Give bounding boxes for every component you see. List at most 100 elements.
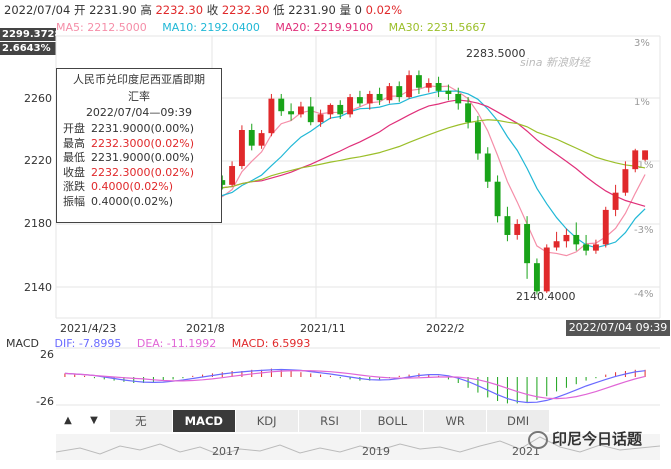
- candle-body[interactable]: [632, 150, 639, 170]
- candle-body[interactable]: [347, 97, 354, 115]
- tab-rsi[interactable]: RSI: [299, 410, 362, 432]
- candle-body[interactable]: [514, 224, 521, 235]
- tooltip-title-line2: 汇率: [128, 90, 150, 103]
- candle-body[interactable]: [494, 181, 501, 217]
- tab-macd[interactable]: MACD: [172, 410, 236, 432]
- high-label: 高: [140, 3, 152, 17]
- candle-body[interactable]: [622, 169, 629, 193]
- candle-body[interactable]: [219, 180, 226, 185]
- candle-body[interactable]: [504, 216, 511, 235]
- x-tick: 2022/2: [426, 322, 465, 335]
- candle-body[interactable]: [425, 83, 432, 88]
- candle-body[interactable]: [484, 153, 491, 182]
- candle-body[interactable]: [592, 244, 599, 251]
- candle-body[interactable]: [455, 93, 462, 104]
- candle-body[interactable]: [435, 83, 442, 91]
- volume-value: 0: [354, 3, 362, 17]
- candle-body[interactable]: [366, 93, 373, 104]
- dea-legend: DEA: -11.1992: [136, 337, 217, 350]
- y-tick: 2180: [24, 217, 52, 230]
- candle-body[interactable]: [415, 75, 422, 88]
- candle-body[interactable]: [327, 104, 334, 115]
- tooltip-label: 开盘: [63, 122, 85, 135]
- tooltip-label: 收盘: [63, 165, 85, 179]
- candle-body[interactable]: [288, 111, 295, 115]
- scroll-up-button[interactable]: ▲: [64, 415, 72, 426]
- dea-line: [64, 369, 646, 400]
- navigator-line: [55, 436, 661, 456]
- scroll-down-button[interactable]: ▼: [90, 415, 98, 426]
- candle-body[interactable]: [268, 98, 275, 134]
- dif-line: [64, 368, 646, 404]
- tab-kdj[interactable]: KDJ: [236, 410, 299, 432]
- low-annotation: 2140.4000: [516, 290, 576, 303]
- pct-tick: -3%: [634, 225, 654, 236]
- ma20-legend: MA20: 2219.9100: [275, 21, 374, 34]
- candle-body[interactable]: [524, 224, 531, 264]
- candle-body[interactable]: [248, 130, 255, 146]
- tooltip-value: 0.4000(0.02%): [91, 180, 174, 193]
- candle-body[interactable]: [543, 247, 550, 292]
- tooltip-title: 人民币兑印度尼西亚盾即期 汇率: [57, 69, 221, 105]
- candle-body[interactable]: [406, 75, 413, 98]
- candle-body[interactable]: [307, 106, 314, 123]
- macd-title: MACD: [6, 337, 39, 350]
- current-time-box: 2022/07/04 09:39: [566, 320, 670, 336]
- low-label: 低: [273, 3, 285, 17]
- ohlc-tooltip: 人民币兑印度尼西亚盾即期 汇率 2022/07/04—09:39 开盘 2231.…: [56, 68, 222, 223]
- ma30-legend: MA30: 2231.5667: [388, 21, 487, 34]
- candle-body[interactable]: [386, 86, 393, 101]
- tooltip-title-line1: 人民币兑印度尼西亚盾即期: [73, 73, 205, 86]
- tooltip-table: 开盘 2231.9000(0.00%) 最高 2232.3000(0.02%) 最低…: [63, 122, 194, 209]
- dif-legend: DIF: -7.8995: [54, 337, 122, 350]
- candle-body[interactable]: [376, 93, 383, 101]
- macd-tick: -26: [36, 395, 54, 408]
- pct-tick: 1%: [634, 97, 650, 108]
- navigator-year: 2019: [362, 445, 390, 458]
- tab-boll[interactable]: BOLL: [361, 410, 425, 432]
- quote-header: 2022/07/04 开 2231.90 高 2232.30 收 2232.30…: [4, 2, 402, 18]
- candle-body[interactable]: [356, 97, 363, 104]
- candle-body[interactable]: [612, 192, 619, 210]
- candle-body[interactable]: [317, 114, 324, 123]
- x-tick: 2021/4/23: [60, 322, 117, 335]
- tooltip-row: 收盘 2232.3000(0.02%): [63, 166, 194, 181]
- tooltip-row: 最高 2232.3000(0.02%): [63, 137, 194, 152]
- header-date: 2022/07/04: [4, 3, 71, 17]
- candle-body[interactable]: [465, 103, 472, 123]
- candle-body[interactable]: [474, 122, 481, 154]
- candle-body[interactable]: [337, 104, 344, 115]
- candle-body[interactable]: [229, 166, 236, 185]
- navigator-year: 2017: [212, 445, 240, 458]
- tab-wr[interactable]: WR: [424, 410, 488, 432]
- candle-body[interactable]: [278, 98, 285, 112]
- candle-body[interactable]: [602, 209, 609, 245]
- open-value: 2231.90: [89, 3, 137, 17]
- y-tick: 2140: [24, 281, 52, 294]
- pct-tick: -1%: [634, 160, 654, 171]
- tooltip-row: 开盘 2231.9000(0.00%): [63, 122, 194, 137]
- candle-body[interactable]: [642, 150, 649, 160]
- candle-body[interactable]: [258, 133, 265, 146]
- ma10-legend: MA10: 2192.0400: [162, 21, 260, 34]
- wechat-icon: [528, 430, 548, 449]
- candle-body[interactable]: [583, 244, 590, 251]
- tooltip-row: 涨跌 0.4000(0.02%): [63, 180, 194, 195]
- candle-body[interactable]: [563, 234, 570, 242]
- candle-body[interactable]: [553, 241, 560, 248]
- pct-tick: -4%: [634, 289, 654, 300]
- candle-body[interactable]: [533, 263, 540, 292]
- tooltip-label: 最高: [63, 136, 85, 150]
- crosshair-pct: 2.6643%: [0, 42, 56, 55]
- tab-dmi[interactable]: DMI: [487, 410, 551, 432]
- candle-body[interactable]: [297, 106, 304, 115]
- tooltip-datetime: 2022/07/04—09:39: [85, 106, 193, 119]
- y-tick: 2220: [24, 154, 52, 167]
- candle-body[interactable]: [238, 130, 245, 167]
- candle-body[interactable]: [573, 234, 580, 245]
- tab-none[interactable]: 无: [110, 410, 173, 432]
- candle-body[interactable]: [445, 90, 452, 94]
- tooltip-value: 0.4000(0.02%): [91, 194, 174, 208]
- candle-body[interactable]: [396, 86, 403, 98]
- pct-tick: 3%: [634, 38, 650, 49]
